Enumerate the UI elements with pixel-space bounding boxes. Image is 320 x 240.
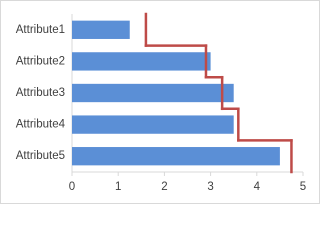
- y-tick-label: Attribute4: [16, 119, 66, 131]
- x-tick-label: 2: [161, 181, 167, 193]
- bar: [72, 52, 211, 71]
- bar: [72, 147, 280, 166]
- y-tick-label: Attribute2: [16, 55, 65, 67]
- x-tick-label: 0: [69, 181, 75, 193]
- y-tick-label: Attribute1: [16, 24, 65, 36]
- x-tick-label: 5: [300, 181, 306, 193]
- page: 0 1 2 3 4 5 Attribute1 Attribute2 Attribute3 Attr…: [0, 0, 320, 204]
- x-tick-label: 4: [254, 181, 261, 193]
- bar: [72, 115, 234, 134]
- chart: 0 1 2 3 4 5 Attribute1 Attribute2 Attribute3 Attr…: [0, 0, 320, 204]
- x-tick-label: 3: [207, 181, 213, 193]
- bar: [72, 20, 130, 39]
- x-tick-label: 1: [115, 181, 121, 193]
- y-tick-label: Attribute3: [16, 87, 65, 99]
- y-tick-label: Attribute5: [16, 150, 65, 162]
- bar: [72, 83, 234, 103]
